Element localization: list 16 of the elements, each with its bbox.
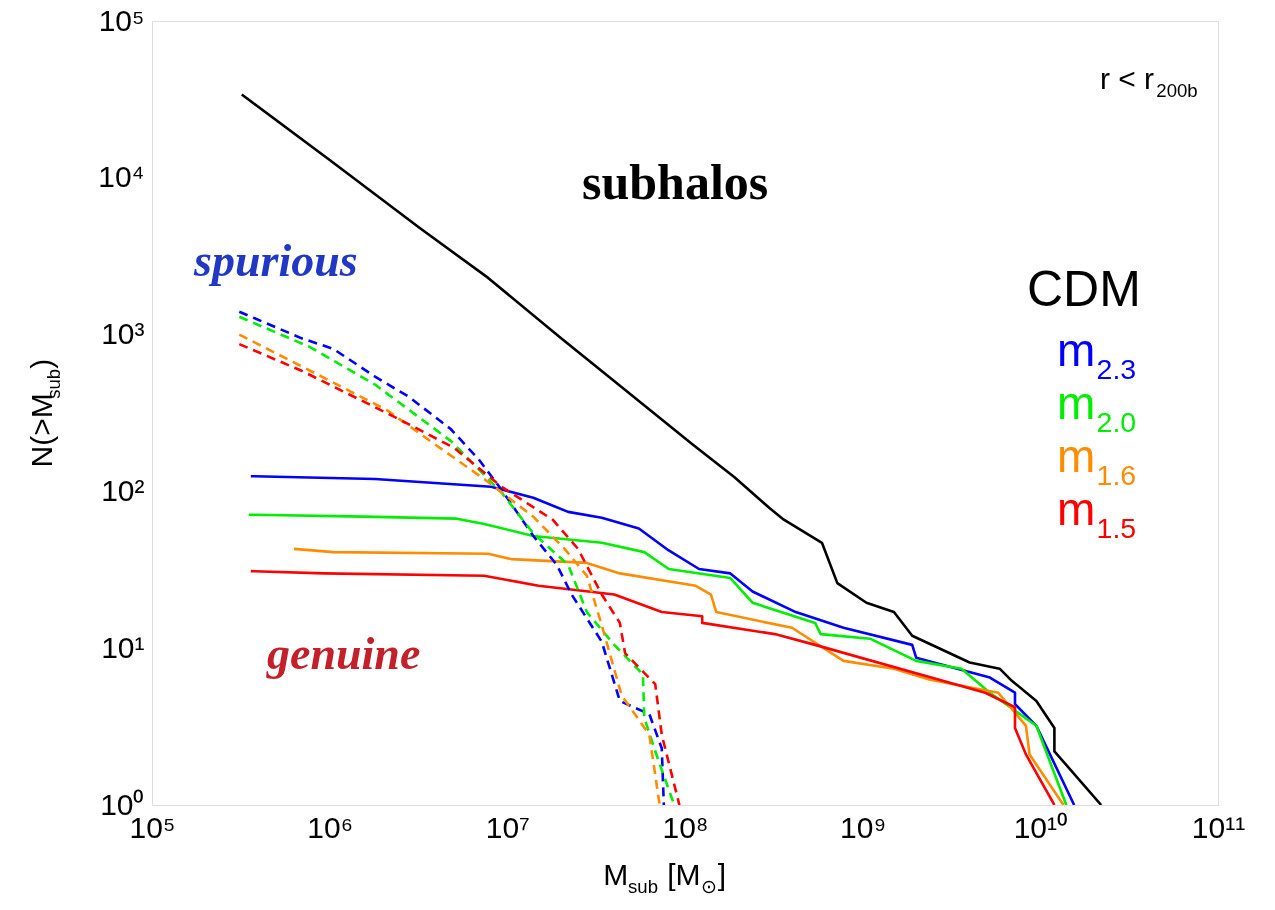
x-tick-label: 10¹⁰ <box>1013 810 1069 844</box>
y-tick-label: 10³ <box>101 317 145 351</box>
x-tick-label: 10⁷ <box>485 810 530 844</box>
x-tick-label: 10⁶ <box>307 810 354 844</box>
y-tick-label: 10⁵ <box>98 3 145 37</box>
x-tick-label: 10⁹ <box>840 810 887 844</box>
x-tick-label: 10¹¹ <box>1191 810 1246 844</box>
annotation: spurious <box>193 235 358 286</box>
annotation: genuine <box>266 628 421 679</box>
y-axis-title: N(>Msub) <box>25 358 65 468</box>
annotation: subhalos <box>582 154 769 210</box>
text: CDM <box>1027 261 1141 317</box>
x-tick-label: 10⁸ <box>662 810 709 844</box>
y-tick-label: 10¹ <box>101 630 145 664</box>
y-tick-label: 10² <box>101 473 145 507</box>
y-tick-label: 10⁴ <box>98 160 145 194</box>
